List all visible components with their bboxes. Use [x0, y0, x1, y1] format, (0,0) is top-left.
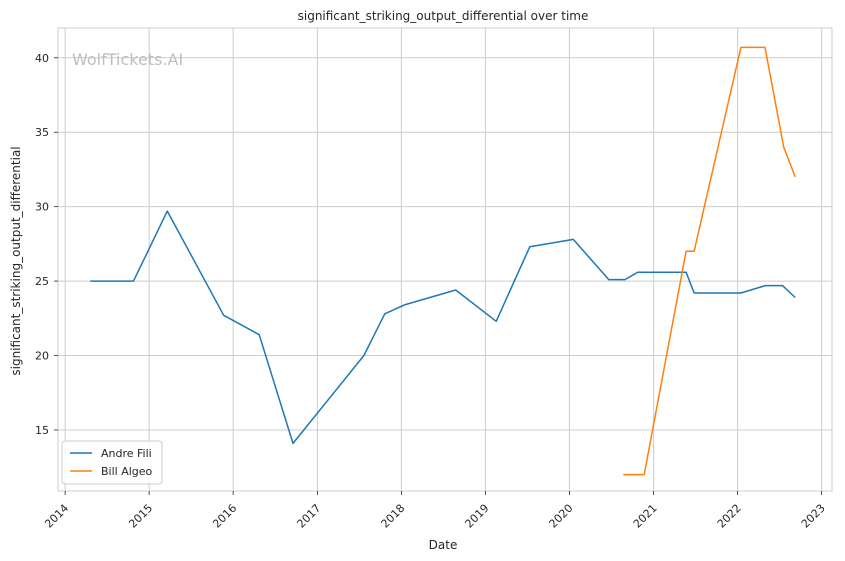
- y-tick-label: 35: [35, 126, 49, 139]
- legend-label-andre-fili: Andre Fili: [101, 447, 152, 460]
- x-tick-label: 2014: [42, 502, 71, 531]
- x-tick-label: 2018: [379, 502, 408, 531]
- x-tick-label: 2015: [126, 502, 155, 531]
- y-tick-label: 40: [35, 52, 49, 65]
- y-tick-labels: 15 20 25 30 35 40: [35, 52, 58, 437]
- watermark: WolfTickets.AI: [72, 50, 183, 69]
- y-axis-title: significant_striking_output_differential: [9, 146, 23, 375]
- grid-lines: [58, 28, 832, 491]
- chart-title: significant_striking_output_differential…: [298, 9, 589, 23]
- x-tick-label: 2020: [547, 502, 576, 531]
- legend-label-bill-algeo: Bill Algeo: [101, 465, 153, 478]
- legend-box: [61, 440, 163, 485]
- x-tick-label: 2016: [210, 502, 239, 531]
- x-tick-labels: 2014 2015 2016 2017 2018 2019 2020 2021 2022 2023: [42, 491, 828, 531]
- y-tick-label: 25: [35, 275, 49, 288]
- series-line-bill-algeo: [623, 46, 796, 476]
- legend: Andre Fili Bill Algeo: [61, 440, 163, 485]
- series-line-andre-fili: [90, 210, 796, 445]
- plot-area: [58, 28, 832, 491]
- series-lines: [90, 46, 796, 476]
- x-tick-label: 2023: [799, 502, 828, 531]
- x-tick-label: 2019: [463, 502, 492, 531]
- y-tick-label: 20: [35, 350, 49, 363]
- plot-frame: [57, 27, 833, 492]
- x-tick-label: 2022: [715, 502, 744, 531]
- x-tick-label: 2021: [631, 502, 660, 531]
- y-tick-label: 15: [35, 424, 49, 437]
- x-axis-title: Date: [429, 538, 458, 552]
- y-tick-label: 30: [35, 201, 49, 214]
- x-tick-label: 2017: [295, 502, 324, 531]
